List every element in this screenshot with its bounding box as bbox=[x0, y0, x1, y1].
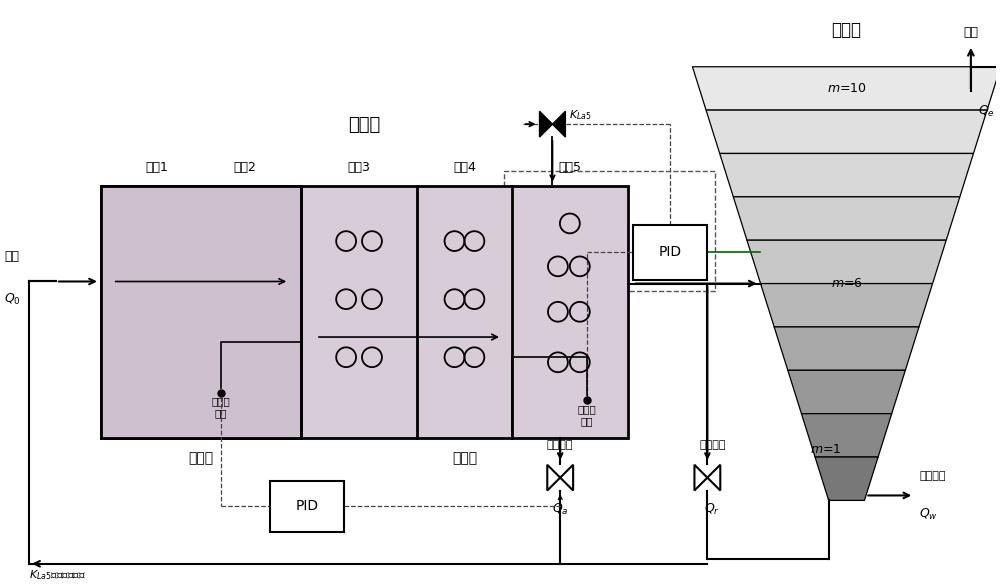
Polygon shape bbox=[801, 414, 892, 457]
Polygon shape bbox=[706, 110, 987, 154]
Text: 污泥排放: 污泥排放 bbox=[919, 471, 946, 481]
Polygon shape bbox=[815, 457, 878, 500]
Text: $K_{La5}$: $K_{La5}$ bbox=[569, 108, 592, 122]
Polygon shape bbox=[720, 154, 973, 197]
Text: 硝态氮
浓度: 硝态氮 浓度 bbox=[212, 397, 230, 418]
Text: 单元3: 单元3 bbox=[348, 161, 370, 173]
Bar bbox=[504, 171, 715, 291]
Polygon shape bbox=[788, 370, 905, 414]
Text: $Q_r$: $Q_r$ bbox=[704, 502, 720, 517]
Bar bbox=[633, 225, 707, 280]
Text: 内回流量: 内回流量 bbox=[547, 440, 573, 450]
Text: $m$=1: $m$=1 bbox=[810, 443, 842, 456]
Polygon shape bbox=[747, 240, 946, 284]
Polygon shape bbox=[733, 197, 960, 240]
Text: 污水: 污水 bbox=[4, 250, 19, 263]
Polygon shape bbox=[774, 327, 919, 370]
Text: $Q_e$: $Q_e$ bbox=[978, 104, 995, 119]
Text: $m$=10: $m$=10 bbox=[827, 82, 866, 95]
Text: 单元2: 单元2 bbox=[234, 161, 256, 173]
Text: PID: PID bbox=[659, 246, 682, 260]
Text: 好氧区: 好氧区 bbox=[452, 451, 477, 465]
Text: $Q_w$: $Q_w$ bbox=[919, 507, 938, 523]
Text: $Q_a$: $Q_a$ bbox=[552, 502, 569, 517]
Polygon shape bbox=[692, 67, 1000, 110]
Text: 单元1: 单元1 bbox=[145, 161, 168, 173]
Text: PID: PID bbox=[296, 499, 319, 513]
Polygon shape bbox=[540, 111, 565, 137]
Bar bbox=[270, 481, 344, 532]
Text: 出水: 出水 bbox=[963, 26, 978, 39]
Text: 生化池: 生化池 bbox=[348, 116, 380, 134]
Polygon shape bbox=[761, 284, 933, 327]
Bar bbox=[101, 186, 301, 438]
Text: $m$=6: $m$=6 bbox=[831, 277, 862, 290]
Text: $Q_0$: $Q_0$ bbox=[4, 292, 21, 306]
Text: 单元4: 单元4 bbox=[453, 161, 476, 173]
Text: 单元5: 单元5 bbox=[558, 161, 581, 173]
Bar bbox=[101, 186, 628, 438]
Text: 二沉池: 二沉池 bbox=[832, 21, 862, 39]
Text: 外回流量: 外回流量 bbox=[699, 440, 726, 450]
Text: $K_{La5}$氧气转换系数: $K_{La5}$氧气转换系数 bbox=[29, 568, 86, 581]
Text: 溶解氧
浓度: 溶解氧 浓度 bbox=[578, 404, 597, 425]
Text: 缺氧区: 缺氧区 bbox=[188, 451, 214, 465]
